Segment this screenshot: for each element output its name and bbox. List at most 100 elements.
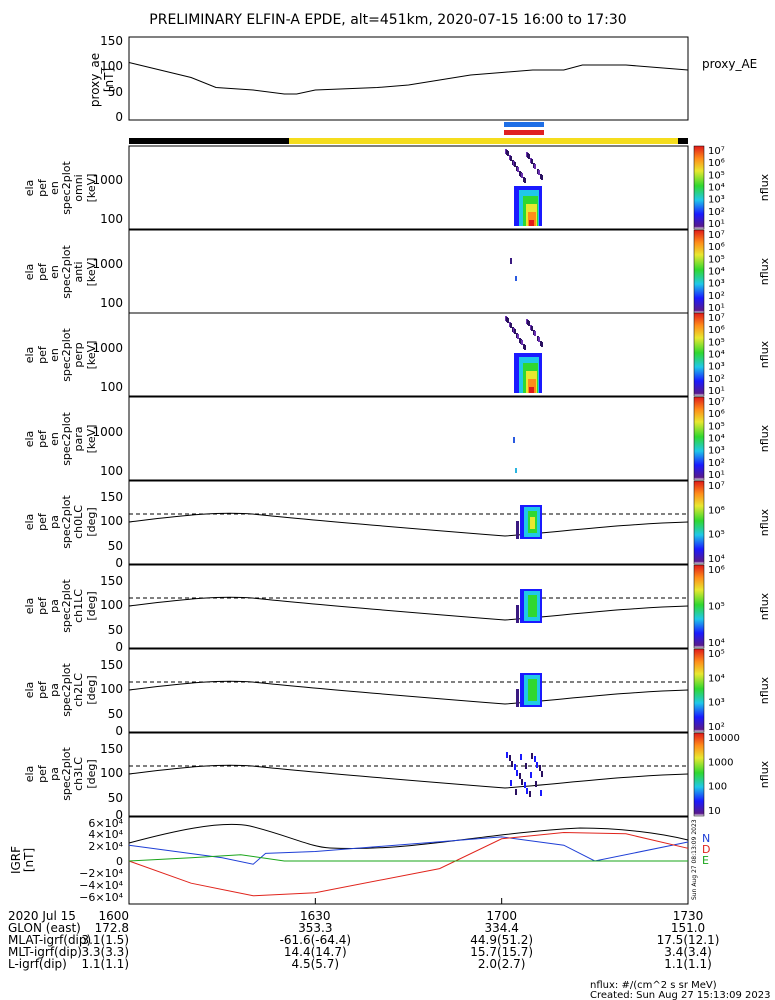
ylabel-line: pef bbox=[36, 764, 49, 783]
ylabel-line: para bbox=[72, 427, 85, 452]
panel-ch3: ela pef pa spec2plot ch3LC [deg] 150 100… bbox=[23, 732, 689, 822]
ylabel-line: anti bbox=[72, 261, 85, 282]
tick-label: 0 bbox=[115, 556, 123, 570]
ylabel-line: [deg] bbox=[85, 507, 98, 536]
solid-curve bbox=[128, 764, 689, 789]
speckle bbox=[541, 175, 543, 180]
speckle bbox=[528, 154, 530, 159]
tick-label: 4×10⁴ bbox=[88, 828, 123, 841]
total-field-line bbox=[128, 823, 689, 849]
colorbar-tick-label: 10⁵ bbox=[708, 170, 725, 181]
ylabel-line: ela bbox=[23, 514, 36, 531]
speckle bbox=[531, 326, 533, 331]
tick-label: 0 bbox=[116, 855, 123, 868]
footer-table: 2020 Jul 15 1600 1630 1700 1730 GLON (east) 17… bbox=[8, 898, 719, 971]
colorbar-strip bbox=[693, 480, 705, 565]
pa-blob bbox=[516, 505, 542, 539]
tick-label: 100 bbox=[100, 380, 123, 394]
tick-label: 50 bbox=[108, 623, 123, 637]
ylabel-line: [keV] bbox=[85, 341, 98, 370]
footer-cell: 4.5(5.7) bbox=[292, 957, 340, 971]
ylabel-line: pef bbox=[36, 680, 49, 699]
ylabel-line: pa bbox=[48, 515, 61, 529]
colorbar-tick-label: 10⁴ bbox=[708, 638, 725, 649]
colorbar-tick-label: 10³ bbox=[708, 698, 725, 709]
colorbar-label: nflux bbox=[758, 676, 771, 704]
ylabel-line: ela bbox=[23, 766, 36, 783]
colorbar-tick-label: 100 bbox=[708, 782, 727, 793]
colorbar-tick-label: 10⁷ bbox=[708, 230, 725, 241]
tick-label: 150 bbox=[100, 742, 123, 756]
speckle bbox=[541, 342, 543, 347]
tick-label: 0 bbox=[115, 808, 123, 822]
ylabel-line: pa bbox=[48, 683, 61, 697]
tick-label: −4×10⁴ bbox=[79, 879, 123, 892]
blob-core bbox=[528, 212, 536, 226]
black-status-bar bbox=[129, 138, 289, 144]
spectrogram-blob bbox=[505, 149, 543, 226]
ylabel-line: ch1LC bbox=[72, 589, 85, 623]
legend-d: D bbox=[702, 843, 710, 856]
colorbar-label: nflux bbox=[758, 340, 771, 368]
solid-curve bbox=[128, 596, 689, 621]
igrf-n-line bbox=[128, 836, 689, 865]
colorbar-tick-label: 10⁶ bbox=[708, 158, 725, 169]
tick-label: 0 bbox=[115, 640, 123, 654]
tick-label: 0 bbox=[115, 110, 123, 124]
colorbar-tick-label: 10³ bbox=[708, 195, 725, 206]
ylabel-line: [keV] bbox=[85, 174, 98, 203]
pa3-speckle bbox=[521, 779, 523, 785]
ylabel-line-2: [nT] bbox=[22, 848, 36, 872]
footer-row-label: L-igrf(dip) bbox=[8, 957, 67, 971]
black-status-bar-end bbox=[678, 138, 688, 144]
footer-cell: 353.3 bbox=[298, 921, 332, 935]
blob-core bbox=[529, 220, 534, 226]
pa3-speckle bbox=[539, 765, 541, 771]
ylabel-line: [keV] bbox=[85, 258, 98, 287]
speckle bbox=[538, 170, 540, 175]
ylabel-line: ela bbox=[23, 180, 36, 197]
speckle bbox=[517, 334, 519, 339]
sparse-pixel bbox=[513, 437, 515, 443]
speckle bbox=[510, 156, 512, 161]
colorbar-strip bbox=[693, 145, 705, 230]
solid-curve bbox=[128, 680, 689, 705]
pa3-speckle bbox=[516, 770, 518, 776]
colorbar-tick-label: 10³ bbox=[708, 446, 725, 457]
colorbar-strip bbox=[693, 396, 705, 481]
pa3-speckle bbox=[511, 761, 513, 767]
panel-ch2: ela pef pa spec2plot ch2LC [deg] 150 100… bbox=[23, 648, 689, 738]
speckle bbox=[514, 162, 516, 167]
speckle bbox=[521, 173, 523, 178]
pa3-speckle bbox=[531, 753, 533, 759]
pa-edge bbox=[516, 605, 519, 623]
speckle bbox=[517, 167, 519, 172]
colorbar-tick-label: 10² bbox=[708, 291, 725, 302]
panel-anti: ela pef en spec2plot anti [keV] 1000 100 bbox=[23, 229, 689, 314]
plot-title: PRELIMINARY ELFIN-A EPDE, alt=451km, 202… bbox=[149, 12, 626, 28]
panel-frame bbox=[128, 732, 689, 817]
tick-label: 0 bbox=[115, 724, 123, 738]
pa3-speckle bbox=[520, 754, 522, 760]
tick-label: 150 bbox=[100, 34, 123, 48]
footer-cell: 1.1(1.1) bbox=[664, 957, 712, 971]
pa-core bbox=[530, 517, 535, 529]
ylabel-line: spec2plot bbox=[60, 245, 73, 299]
pa3-speckle bbox=[514, 764, 516, 770]
colorbar-tick-label: 10⁵ bbox=[708, 602, 725, 613]
colorbar-tick-label: 10⁵ bbox=[708, 421, 725, 432]
ylabel-line: en bbox=[48, 348, 61, 362]
red-marker-bar bbox=[504, 130, 544, 135]
side-stamp: Sun Aug 27 08:13:09 2023 bbox=[691, 819, 698, 900]
igrf-d-line bbox=[128, 831, 689, 897]
tick-label: 2×10⁴ bbox=[88, 840, 123, 853]
footer-row-label: GLON (east) bbox=[8, 921, 81, 935]
ylabel-line: spec2plot bbox=[60, 412, 73, 466]
ylabel-line: spec2plot bbox=[60, 579, 73, 633]
speckle bbox=[510, 323, 512, 328]
ylabel-line: en bbox=[48, 265, 61, 279]
ylabel-line: ela bbox=[23, 347, 36, 364]
ylabel-line: ela bbox=[23, 598, 36, 615]
ylabel-line: ch2LC bbox=[72, 673, 85, 707]
pa3-speckle bbox=[529, 791, 531, 797]
